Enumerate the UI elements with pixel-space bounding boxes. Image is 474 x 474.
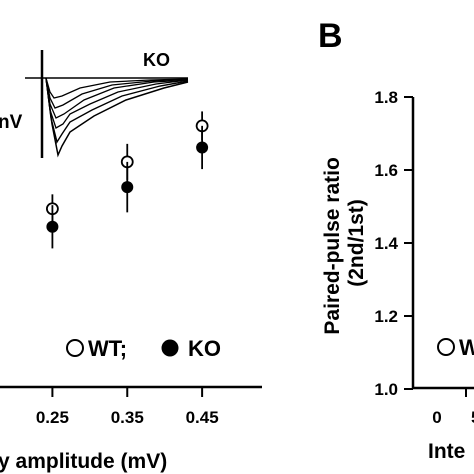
- panel-b-letter: B: [318, 17, 343, 55]
- inset-trace: [45, 77, 189, 129]
- panel-b-y-tick-label: 1.8: [374, 88, 398, 107]
- panel-b-y-tick-label: 1.0: [374, 380, 398, 399]
- panel-a-x-ticks: 0.25 0.35 0.45: [36, 387, 219, 427]
- inset-trace: [45, 77, 189, 119]
- panel-b-y-tick-label: 1.4: [374, 234, 398, 253]
- panel-b-legend: W: [437, 335, 474, 360]
- inset-trace: [45, 77, 189, 109]
- panel-a-plot: 0.25 0.35 0.45 y amplitude (mV) WT; KO nV …: [0, 50, 262, 473]
- panel-b-y-tick-label: 1.2: [374, 307, 398, 326]
- legend-ko-marker: [161, 339, 179, 357]
- inset-scale-label: nV: [0, 112, 23, 133]
- panel-b-plot: B 1.0 1.2 1.4 1.6 1.8 Paired-pulse ratio (2n…: [318, 17, 474, 463]
- inset-trace: [45, 77, 189, 158]
- inset-ko-label: KO: [143, 50, 170, 70]
- data-point-ko: [121, 181, 134, 194]
- panel-a-x-tick-label: 0.35: [111, 408, 144, 427]
- data-point-ko: [196, 141, 209, 154]
- panel-b-y-axis-label-line2: (2nd/1st): [345, 199, 368, 287]
- panel-b-x-tick-label: 0: [432, 408, 441, 427]
- panel-b-y-tick-label: 1.6: [374, 161, 398, 180]
- legend-wt-label: WT;: [88, 336, 127, 361]
- inset-trace: [45, 77, 189, 99]
- panel-a-x-tick-label: 0.25: [36, 408, 69, 427]
- panel-b-y-axis-label-line1: Paired-pulse ratio: [321, 157, 344, 334]
- panel-a-legend: WT; KO: [66, 336, 221, 361]
- panel-b-y-axis-label: Paired-pulse ratio (2nd/1st): [321, 151, 368, 334]
- panel-a-x-tick-label: 0.45: [186, 408, 219, 427]
- panel-b-x-tick-label: 5: [471, 408, 474, 427]
- panel-b-x-axis-label: Inte: [428, 440, 465, 463]
- panel-b-legend-label: W: [459, 335, 474, 360]
- data-point-ko: [46, 220, 59, 233]
- panel-a-data-marks: [46, 111, 209, 249]
- panel-a-x-axis-label: y amplitude (mV): [0, 450, 167, 473]
- panel-b-y-ticks: 1.0 1.2 1.4 1.6 1.8: [374, 88, 413, 399]
- legend-wt-marker: [66, 339, 84, 357]
- legend-ko-label: KO: [188, 336, 221, 361]
- panel-b-legend-marker: [437, 338, 455, 356]
- inset-traces: nV KO: [0, 50, 189, 158]
